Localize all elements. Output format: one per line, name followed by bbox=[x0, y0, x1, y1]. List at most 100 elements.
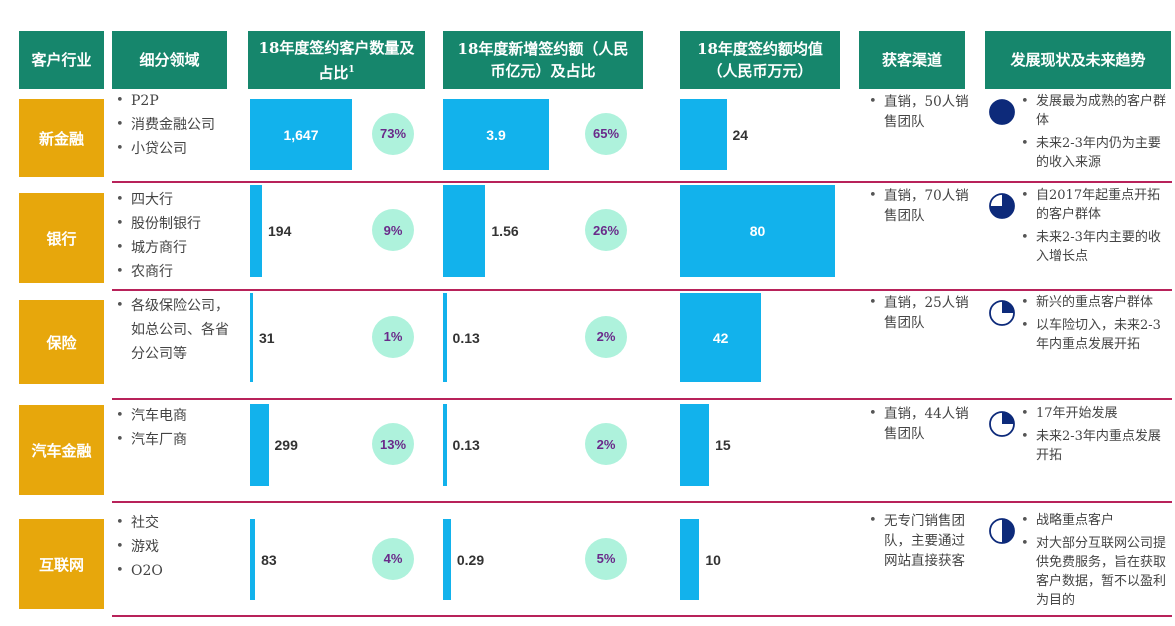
segment-list: 四大行股份制银行城方商行农商行 bbox=[113, 188, 231, 284]
segment-item: P2P bbox=[113, 89, 231, 113]
header-trend-label: 发展现状及未来趋势 bbox=[1010, 51, 1146, 69]
clients-value: 83 bbox=[261, 551, 277, 568]
maturity-harvey-ball-icon bbox=[989, 411, 1015, 437]
header-amount-text: 18年度新增签约额（人民 币亿元）及占比 bbox=[458, 38, 629, 82]
clients-bar bbox=[250, 99, 352, 170]
avg-value: 80 bbox=[749, 223, 766, 239]
maturity-harvey-ball-icon bbox=[989, 518, 1015, 544]
header-clients: 18年度签约客户数量及 占比1 bbox=[248, 31, 425, 89]
clients-share-pie: 13% bbox=[372, 423, 414, 465]
header-amount-line2: 币亿元）及占比 bbox=[490, 62, 596, 80]
segment-list: 社交游戏O2O bbox=[113, 511, 231, 583]
channel-list: 直销，25人销售团队 bbox=[866, 293, 970, 333]
header-clients-footnote: 1 bbox=[348, 64, 355, 75]
segment-item: 各级保险公司，如总公司、各省分公司等 bbox=[113, 294, 231, 366]
amount-share-pie: 2% bbox=[585, 423, 627, 465]
amount-bar bbox=[443, 99, 549, 170]
channel-list: 直销，50人销售团队 bbox=[866, 92, 970, 132]
trend-list: 新兴的重点客户群体以车险切入，未来2-3年内重点发展开拓 bbox=[1018, 293, 1170, 358]
clients-value: 299 bbox=[274, 437, 298, 453]
header-clients-text: 18年度签约客户数量及 占比1 bbox=[259, 37, 415, 84]
amount-share-pie: 65% bbox=[585, 112, 627, 155]
clients-share-pie: 73% bbox=[372, 112, 414, 155]
trend-item: 未来2-3年内重点发展开拓 bbox=[1018, 427, 1170, 465]
avg-value: 10 bbox=[705, 551, 721, 568]
avg-value: 15 bbox=[715, 437, 731, 453]
channel-item: 直销，44人销售团队 bbox=[866, 404, 970, 444]
amount-share-pie: 26% bbox=[585, 209, 627, 251]
clients-value: 194 bbox=[268, 223, 292, 239]
segment-item: 消费金融公司 bbox=[113, 113, 231, 137]
segment-item: 城方商行 bbox=[113, 236, 231, 260]
amount-bar bbox=[443, 519, 451, 600]
trend-item: 以车险切入，未来2-3年内重点发展开拓 bbox=[1018, 316, 1170, 354]
avg-value: 24 bbox=[732, 126, 749, 143]
avg-bar bbox=[680, 185, 835, 277]
channel-list: 无专门销售团队，主要通过网站直接获客 bbox=[866, 511, 970, 571]
segment-item: 四大行 bbox=[113, 188, 231, 212]
clients-value: 1,647 bbox=[283, 126, 319, 143]
maturity-harvey-ball-icon bbox=[989, 300, 1015, 326]
row-separator bbox=[112, 501, 1172, 503]
channel-list: 直销，44人销售团队 bbox=[866, 404, 970, 444]
avg-bar bbox=[680, 519, 700, 600]
amount-value: 1.56 bbox=[491, 223, 519, 239]
clients-bar bbox=[250, 404, 269, 486]
header-clients-line1: 18年度签约客户数量及 bbox=[258, 38, 415, 57]
clients-bar bbox=[250, 293, 253, 382]
header-segment: 细分领域 bbox=[112, 31, 227, 89]
amount-value: 3.9 bbox=[486, 126, 506, 143]
industry-label: 保险 bbox=[19, 300, 104, 384]
segment-list: 各级保险公司，如总公司、各省分公司等 bbox=[113, 294, 231, 366]
maturity-harvey-ball-icon bbox=[989, 193, 1015, 219]
row-separator bbox=[112, 181, 1172, 183]
header-avg-line2: （人民币万元） bbox=[707, 62, 813, 80]
industry-label: 银行 bbox=[19, 193, 104, 283]
trend-item: 战略重点客户 bbox=[1018, 511, 1170, 530]
amount-bar bbox=[443, 293, 447, 382]
avg-bar bbox=[680, 404, 710, 486]
header-avg-text: 18年度签约额均值 （人民币万元） bbox=[697, 38, 823, 82]
trend-list: 战略重点客户对大部分互联网公司提供免费服务，旨在获取客户数据，暂不以盈利为目的 bbox=[1018, 511, 1170, 614]
amount-value: 0.13 bbox=[452, 437, 480, 453]
channel-item: 直销，25人销售团队 bbox=[866, 293, 970, 333]
industry-label: 汽车金融 bbox=[19, 405, 104, 495]
trend-item: 未来2-3年内主要的收入增长点 bbox=[1018, 228, 1170, 266]
trend-item: 对大部分互联网公司提供免费服务，旨在获取客户数据，暂不以盈利为目的 bbox=[1018, 534, 1170, 610]
channel-item: 无专门销售团队，主要通过网站直接获客 bbox=[866, 511, 970, 571]
avg-value: 42 bbox=[712, 329, 729, 346]
channel-item: 直销，70人销售团队 bbox=[866, 186, 970, 226]
channel-list: 直销，70人销售团队 bbox=[866, 186, 970, 226]
header-segment-label: 细分领域 bbox=[139, 51, 200, 69]
clients-share-pie: 4% bbox=[372, 537, 414, 580]
header-clients-line2: 占比 bbox=[318, 63, 349, 82]
segment-list: P2P消费金融公司小贷公司 bbox=[113, 89, 231, 161]
amount-bar bbox=[443, 185, 486, 277]
header-avg: 18年度签约额均值 （人民币万元） bbox=[680, 31, 840, 89]
segment-list: 汽车电商汽车厂商 bbox=[113, 404, 231, 452]
row-separator bbox=[112, 615, 1172, 617]
segment-item: 股份制银行 bbox=[113, 212, 231, 236]
header-amount: 18年度新增签约额（人民 币亿元）及占比 bbox=[443, 31, 643, 89]
trend-item: 17年开始发展 bbox=[1018, 404, 1170, 423]
avg-bar bbox=[680, 293, 762, 382]
segment-item: 游戏 bbox=[113, 535, 231, 559]
header-industry: 客户行业 bbox=[19, 31, 104, 89]
amount-share-pie: 2% bbox=[585, 315, 627, 358]
header-avg-line1: 18年度签约额均值 bbox=[697, 40, 823, 58]
maturity-harvey-ball-icon bbox=[989, 99, 1015, 125]
trend-list: 发展最为成熟的客户群体未来2-3年内仍为主要的收入来源 bbox=[1018, 92, 1170, 176]
channel-item: 直销，50人销售团队 bbox=[866, 92, 970, 132]
amount-value: 0.13 bbox=[452, 329, 480, 346]
segment-item: 汽车厂商 bbox=[113, 428, 231, 452]
trend-item: 未来2-3年内仍为主要的收入来源 bbox=[1018, 134, 1170, 172]
row-separator bbox=[112, 398, 1172, 400]
clients-share-pie: 1% bbox=[372, 315, 414, 358]
clients-value: 31 bbox=[259, 329, 275, 346]
amount-bar bbox=[443, 404, 447, 486]
header-channel: 获客渠道 bbox=[859, 31, 965, 89]
industry-label: 互联网 bbox=[19, 519, 104, 609]
clients-share-pie: 9% bbox=[372, 209, 414, 251]
avg-bar bbox=[680, 99, 727, 170]
row-separator bbox=[112, 289, 1172, 291]
